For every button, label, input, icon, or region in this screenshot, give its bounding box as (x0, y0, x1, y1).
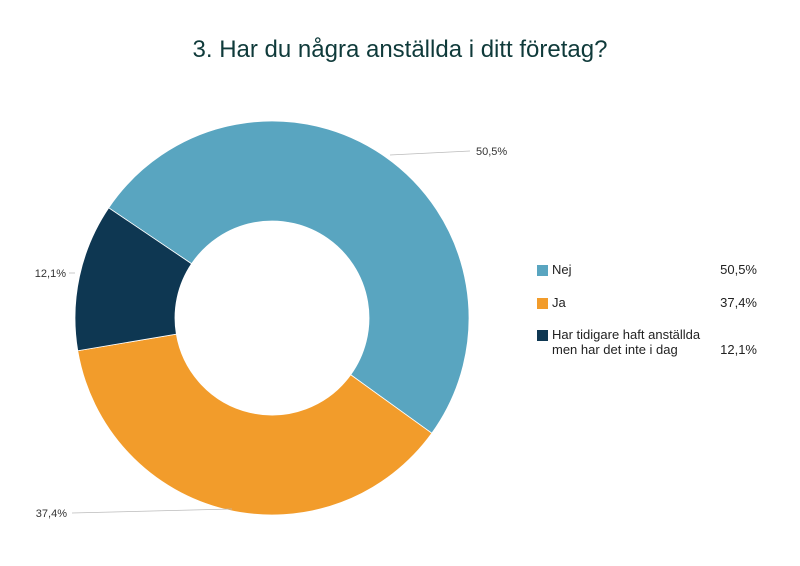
legend-label: Ja (552, 295, 566, 310)
legend-value: 50,5% (720, 262, 757, 277)
legend-item-nej: Nej 50,5% (537, 262, 757, 277)
legend-swatch (537, 265, 548, 276)
legend-item-tidigare: Har tidigare haft anställda men har det … (537, 327, 757, 357)
legend-swatch (537, 298, 548, 309)
legend-swatch (537, 330, 548, 341)
legend-value: 12,1% (720, 342, 757, 357)
leader-line (389, 150, 471, 156)
donut-slice (74, 207, 193, 352)
leader-line (71, 508, 233, 514)
donut-slice (108, 120, 470, 434)
legend-value: 37,4% (720, 295, 757, 310)
donut-slice (77, 333, 433, 516)
legend-label: Har tidigare haft anställda men har det … (552, 327, 701, 357)
legend-item-ja: Ja 37,4% (537, 295, 757, 310)
data-label: 50,5% (476, 146, 507, 158)
data-label: 37,4% (36, 508, 67, 520)
chart-title: 3. Har du några anställda i ditt företag… (192, 36, 608, 63)
data-label: 12,1% (35, 268, 66, 280)
legend-label: Nej (552, 262, 572, 277)
